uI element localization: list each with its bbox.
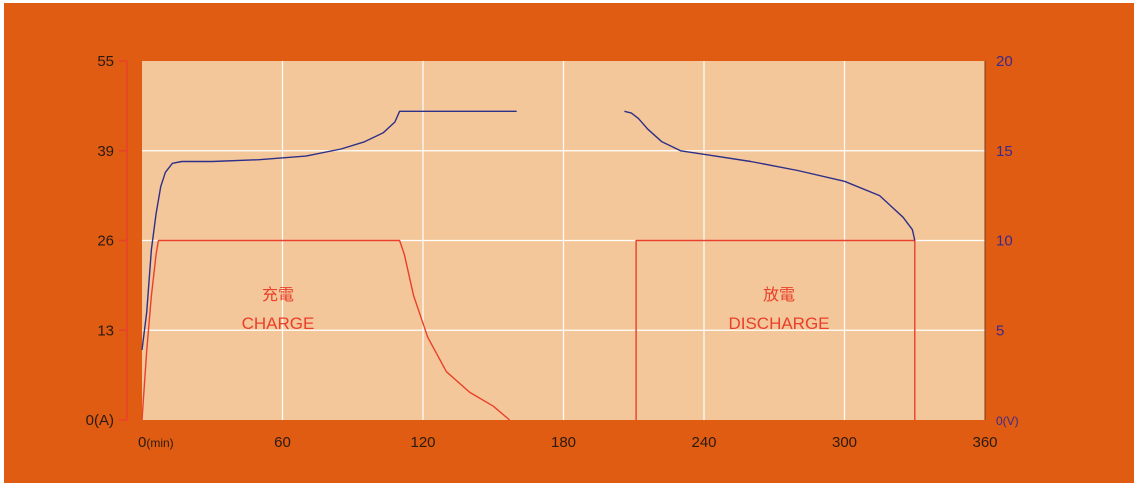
discharge-voltage-line [624,110,916,241]
charge-label: CHARGE [242,314,315,333]
y-left-tick-label: 55 [97,53,114,70]
charge-voltage-line [141,110,517,351]
tick-labels: 0(A) 13 26 39 55 0(V) 5 10 15 20 0(min) 60 120 180 240… [86,53,1019,451]
y-right-tick-label: 0(V) [996,414,1019,428]
y-left-tick-label: 0(A) [86,412,114,429]
y-right-tick-label: 20 [996,53,1013,70]
y-right-tick-label: 5 [996,322,1004,339]
x-tick-label: 360 [972,434,997,451]
x-tick-label: 60 [274,434,291,451]
x-tick-label: 0(min) [138,434,174,451]
discharge-current-line [635,239,916,420]
x-tick-label: 120 [410,434,435,451]
y-left-tick-label: 26 [97,233,114,250]
y-right-tick-label: 15 [996,143,1013,160]
discharge-label: DISCHARGE [728,314,829,333]
discharge-label-cjk: 放電 [763,285,795,304]
y-left-tick-label: 13 [97,322,114,339]
series-group [141,110,916,421]
x-tick-label: 180 [551,434,576,451]
x-tick-label: 240 [691,434,716,451]
axes [119,60,986,421]
charge-label-cjk: 充電 [262,285,294,304]
x-tick-label: 300 [832,434,857,451]
y-right-tick-label: 10 [996,233,1013,250]
annotations: 充電 CHARGE 放電 DISCHARGE [242,285,830,333]
y-left-tick-label: 39 [97,143,114,160]
charge-current-line [141,239,511,421]
